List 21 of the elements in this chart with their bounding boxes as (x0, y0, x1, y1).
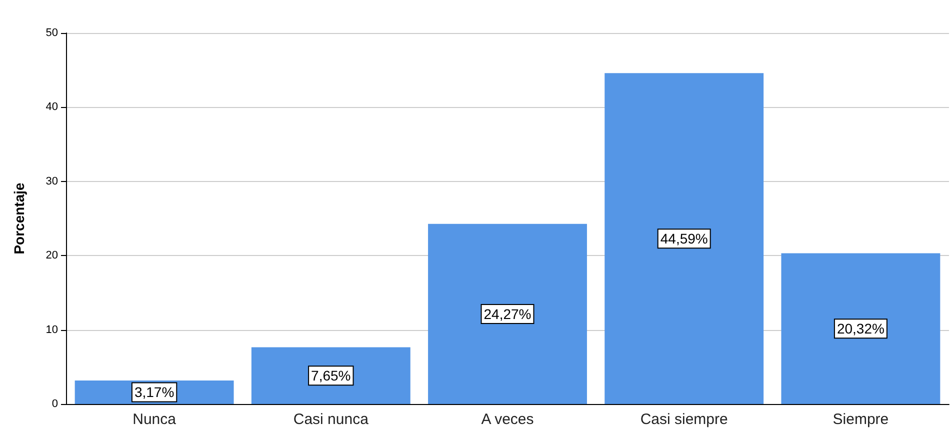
x-tick-label: Casi nunca (293, 411, 370, 428)
x-tick-label: A veces (481, 411, 534, 428)
bar (781, 253, 940, 404)
y-tick-label: 20 (46, 250, 58, 262)
bar (251, 347, 410, 404)
y-axis-title: Porcentaje (11, 182, 27, 254)
x-tick-label: Casi siempre (640, 411, 728, 428)
x-tick-label: Nunca (132, 411, 177, 428)
y-tick-label: 10 (46, 324, 58, 336)
bar (428, 224, 587, 404)
data-label: 7,65% (311, 368, 351, 384)
bar (604, 73, 764, 404)
y-tick-label: 0 (52, 398, 58, 410)
x-tick-label: Siempre (832, 411, 889, 428)
y-tick-label: 40 (46, 101, 58, 114)
data-label: 20,32% (836, 320, 884, 337)
y-tick-label: 50 (46, 27, 58, 39)
data-label: 44,59% (660, 230, 708, 247)
data-label: 3,17% (134, 384, 174, 400)
y-tick-label: 30 (46, 175, 58, 188)
data-label: 24,27% (484, 306, 532, 322)
